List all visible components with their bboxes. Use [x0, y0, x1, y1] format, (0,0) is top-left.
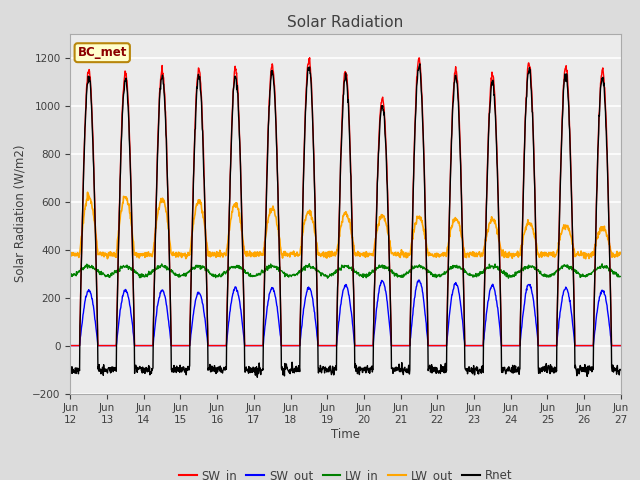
Line: LW_in: LW_in — [70, 264, 620, 278]
LW_out — [176, 250, 184, 256]
Rnet — [416, 61, 424, 67]
LW_out — [616, 251, 624, 256]
SW_in — [175, 343, 183, 348]
LW_in — [175, 271, 183, 277]
LW_in — [67, 272, 74, 277]
Y-axis label: Solar Radiation (W/m2): Solar Radiation (W/m2) — [13, 145, 27, 282]
LW_out — [552, 253, 559, 259]
Line: LW_out: LW_out — [70, 192, 620, 259]
SW_out — [189, 316, 196, 322]
LW_out — [67, 252, 74, 258]
LW_in — [189, 266, 196, 272]
Rnet — [250, 369, 258, 375]
Rnet — [552, 369, 559, 375]
SW_in — [250, 343, 258, 348]
SW_out — [415, 277, 423, 283]
LW_out — [431, 253, 439, 259]
Line: SW_out: SW_out — [70, 280, 620, 346]
LW_out — [582, 256, 589, 262]
Title: Solar Radiation: Solar Radiation — [287, 15, 404, 30]
LW_in — [552, 268, 559, 274]
SW_out — [175, 343, 183, 348]
SW_in — [552, 343, 559, 348]
LW_out — [251, 249, 259, 255]
LW_in — [616, 274, 624, 279]
Rnet — [431, 367, 439, 372]
SW_out — [552, 343, 559, 348]
SW_in — [503, 343, 511, 348]
SW_out — [503, 343, 511, 348]
Text: BC_met: BC_met — [77, 46, 127, 59]
SW_in — [306, 55, 314, 60]
LW_in — [431, 271, 439, 277]
LW_in — [324, 276, 332, 281]
Legend: SW_in, SW_out, LW_in, LW_out, Rnet: SW_in, SW_out, LW_in, LW_out, Rnet — [174, 464, 517, 480]
LW_out — [189, 221, 197, 227]
LW_in — [250, 273, 258, 279]
Rnet — [253, 374, 261, 380]
Line: SW_in: SW_in — [70, 58, 620, 346]
SW_in — [67, 343, 74, 348]
Rnet — [67, 365, 74, 371]
SW_in — [189, 203, 196, 209]
SW_in — [431, 343, 439, 348]
SW_in — [616, 343, 624, 348]
LW_out — [84, 190, 92, 195]
SW_out — [67, 343, 74, 348]
Rnet — [504, 368, 511, 373]
SW_out — [616, 343, 624, 348]
LW_out — [503, 254, 511, 260]
Rnet — [189, 208, 196, 214]
Rnet — [175, 367, 183, 373]
X-axis label: Time: Time — [331, 428, 360, 441]
Rnet — [616, 367, 624, 372]
SW_out — [250, 343, 258, 348]
Line: Rnet: Rnet — [70, 64, 620, 377]
LW_in — [504, 272, 511, 278]
SW_out — [431, 343, 439, 348]
LW_in — [305, 261, 313, 267]
